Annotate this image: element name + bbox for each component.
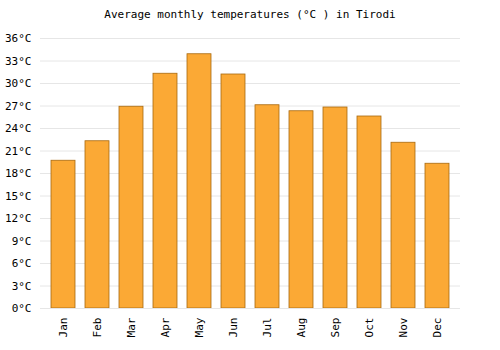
- svg-text:27°C: 27°C: [5, 100, 32, 113]
- svg-text:Jul: Jul: [261, 318, 274, 338]
- svg-text:Mar: Mar: [125, 317, 138, 337]
- svg-text:Dec: Dec: [431, 318, 444, 338]
- svg-text:30°C: 30°C: [5, 77, 32, 90]
- svg-text:Oct: Oct: [363, 318, 376, 338]
- svg-text:12°C: 12°C: [5, 212, 32, 225]
- svg-text:Aug: Aug: [295, 318, 308, 338]
- svg-text:21°C: 21°C: [5, 145, 32, 158]
- svg-text:May: May: [193, 317, 206, 337]
- svg-text:9°C: 9°C: [12, 235, 32, 248]
- svg-text:Apr: Apr: [159, 317, 172, 337]
- svg-text:33°C: 33°C: [5, 55, 32, 68]
- svg-text:Sep: Sep: [329, 318, 342, 338]
- svg-text:18°C: 18°C: [5, 167, 32, 180]
- html-text:Average monthly temperatures (: Average monthly temperatures (°C ) in Ti…: [104, 8, 396, 21]
- svg-text:36°C: 36°C: [5, 32, 32, 45]
- svg-text:24°C: 24°C: [5, 122, 32, 135]
- svg-text:15°C: 15°C: [5, 190, 32, 203]
- svg-text:6°C: 6°C: [12, 257, 32, 270]
- svg-text:3°C: 3°C: [12, 280, 32, 293]
- svg-text:Nov: Nov: [397, 317, 410, 337]
- svg-text:0°C: 0°C: [12, 302, 32, 315]
- svg-text:Jun: Jun: [227, 318, 240, 338]
- svg-text:Feb: Feb: [91, 318, 104, 338]
- svg-text:Jan: Jan: [57, 318, 70, 338]
